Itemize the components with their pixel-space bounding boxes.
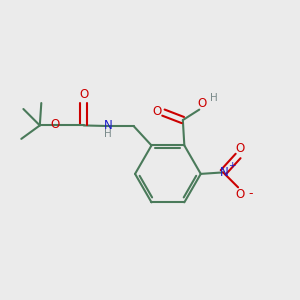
- Text: H: H: [210, 93, 218, 103]
- Text: O: O: [50, 118, 59, 131]
- Text: O: O: [80, 88, 89, 101]
- Text: O: O: [198, 97, 207, 110]
- Text: -: -: [248, 188, 253, 200]
- Text: H: H: [104, 129, 112, 140]
- Text: N: N: [103, 119, 112, 132]
- Text: N: N: [219, 166, 228, 179]
- Text: O: O: [152, 105, 161, 118]
- Text: O: O: [235, 142, 244, 155]
- Text: +: +: [228, 161, 235, 170]
- Text: O: O: [236, 188, 245, 201]
